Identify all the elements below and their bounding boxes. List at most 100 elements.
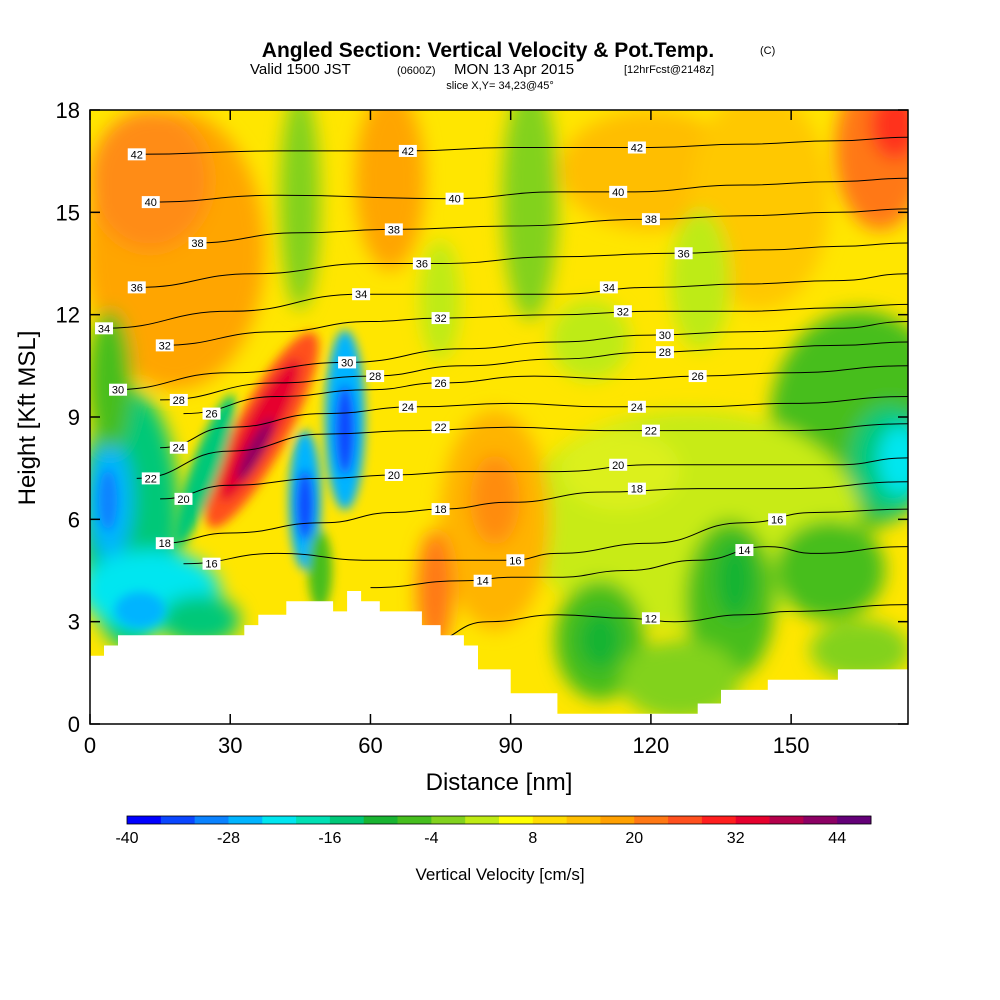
colorbar-swatch <box>160 816 196 824</box>
isentrope-label-box <box>169 393 188 406</box>
isentrope-label-box <box>384 223 403 236</box>
velocity-cell <box>470 455 520 545</box>
isentrope-14 <box>370 546 908 589</box>
isentrope-label-text: 34 <box>98 323 110 335</box>
isentrope-label: 40 <box>141 196 160 209</box>
isentrope-label-box <box>768 513 787 526</box>
colorbar-frame <box>126 815 872 825</box>
x-axis-label: Distance [nm] <box>426 769 573 796</box>
isentrope-24 <box>160 396 908 449</box>
colorbar-label: 8 <box>528 830 537 847</box>
isentrope-label: 20 <box>384 468 403 482</box>
isentrope-label-text: 18 <box>631 484 643 496</box>
colorbar-swatch <box>228 816 263 824</box>
isentrope-label-text: 28 <box>659 347 671 359</box>
isentrope-label-text: 36 <box>678 248 690 260</box>
isentrope-label: 20 <box>609 458 628 472</box>
isentrope-label-box <box>431 421 450 434</box>
isentrope-label: 14 <box>735 544 754 557</box>
isentrope-label-box <box>688 370 707 383</box>
colorbar-swatch <box>735 816 770 824</box>
isentrope-label-text: 30 <box>341 357 353 369</box>
isentrope-label-box <box>352 288 371 301</box>
isentrope-label-text: 18 <box>434 504 446 516</box>
isentrope-label-text: 14 <box>477 576 489 588</box>
x-tick-label: 30 <box>218 733 242 758</box>
isentrope-label: 12 <box>641 612 660 625</box>
isentrope-label-box <box>627 400 646 413</box>
isentrope-30 <box>113 321 908 391</box>
isentrope-label-text: 32 <box>617 306 629 318</box>
colorbar-swatch <box>566 816 601 824</box>
isentrope-label-box <box>431 312 450 325</box>
isentrope-label-text: 40 <box>612 187 624 199</box>
colorbar-swatch <box>668 816 703 824</box>
isentrope-label-box <box>127 281 146 294</box>
colorbar-swatch <box>465 816 500 824</box>
y-tick-label: 18 <box>56 98 80 123</box>
isentrope-label-box <box>735 544 754 557</box>
isentrope-label-text: 42 <box>631 143 643 155</box>
velocity-cell <box>90 310 132 450</box>
isentrope-label-text: 26 <box>205 409 217 421</box>
isentrope-label-text: 30 <box>112 385 124 397</box>
isentrope-label-text: 38 <box>388 224 400 236</box>
colorbar-swatch <box>127 816 162 824</box>
colorbar-swatch <box>397 816 432 824</box>
colorbar-swatch <box>532 816 568 824</box>
isentrope-label-box <box>655 346 674 359</box>
isentrope-label-box <box>431 503 450 516</box>
isentrope-label-text: 20 <box>612 460 624 472</box>
isentrope-label-box <box>169 441 188 454</box>
velocity-cores <box>99 330 365 628</box>
isentrope-label: 42 <box>127 148 146 161</box>
velocity-cell <box>296 470 314 540</box>
isentrope-label-box <box>412 257 431 270</box>
isentrope-label-text: 22 <box>434 422 446 434</box>
isentrope-label-box <box>202 557 221 570</box>
isentrope-label: 36 <box>674 247 693 260</box>
isentrope-label-box <box>613 305 632 318</box>
isentrope-40 <box>150 177 908 203</box>
colorbar: -40 -28 -16 -4 8 20 32 44 <box>115 815 872 847</box>
isentrope-label-box <box>188 237 207 250</box>
velocity-cell <box>810 620 908 680</box>
isentrope-label-text: 24 <box>631 402 643 414</box>
isentrope-label-box <box>141 196 160 209</box>
colorbar-label: -40 <box>115 830 138 847</box>
y-tick-label: 3 <box>68 610 80 635</box>
isentrope-label: 32 <box>431 312 450 325</box>
isentrope-label-box <box>473 574 492 587</box>
isentrope-label: 40 <box>445 192 464 206</box>
isentrope-label-text: 42 <box>131 149 143 161</box>
isentrope-label: 22 <box>641 424 660 438</box>
isentrope-label: 34 <box>352 288 371 301</box>
x-tick-label: 120 <box>633 733 670 758</box>
velocity-cell <box>308 530 332 610</box>
subtitle-forecast: [12hrFcst@2148z] <box>624 64 714 76</box>
isentrope-label-box <box>384 468 403 481</box>
y-tick-label: 9 <box>68 405 80 430</box>
isentrope-label-box <box>641 424 660 437</box>
velocity-cell <box>670 210 730 350</box>
isentrope-label-text: 24 <box>402 402 414 414</box>
colorbar-swatch <box>600 816 635 824</box>
isentrope-label: 16 <box>768 513 787 526</box>
isentrope-label: 16 <box>506 554 525 567</box>
colorbar-swatch <box>499 816 534 824</box>
isentrope-label: 20 <box>174 492 193 506</box>
y-tick-label: 0 <box>68 712 80 737</box>
isentrope-22 <box>136 423 908 479</box>
colorbar-swatch <box>262 816 297 824</box>
colorbar-swatch <box>296 816 331 824</box>
isentrope-label-text: 34 <box>355 289 367 301</box>
isentrope-20 <box>160 457 908 500</box>
isentrope-label-text: 26 <box>692 371 704 383</box>
velocity-cell <box>280 110 320 310</box>
y-tick-label: 6 <box>68 507 80 532</box>
isentrope-label-box <box>398 400 417 413</box>
isentrope-label-text: 24 <box>173 443 185 455</box>
isentrope-label: 28 <box>655 346 674 359</box>
colorbar-swatch <box>329 816 365 824</box>
